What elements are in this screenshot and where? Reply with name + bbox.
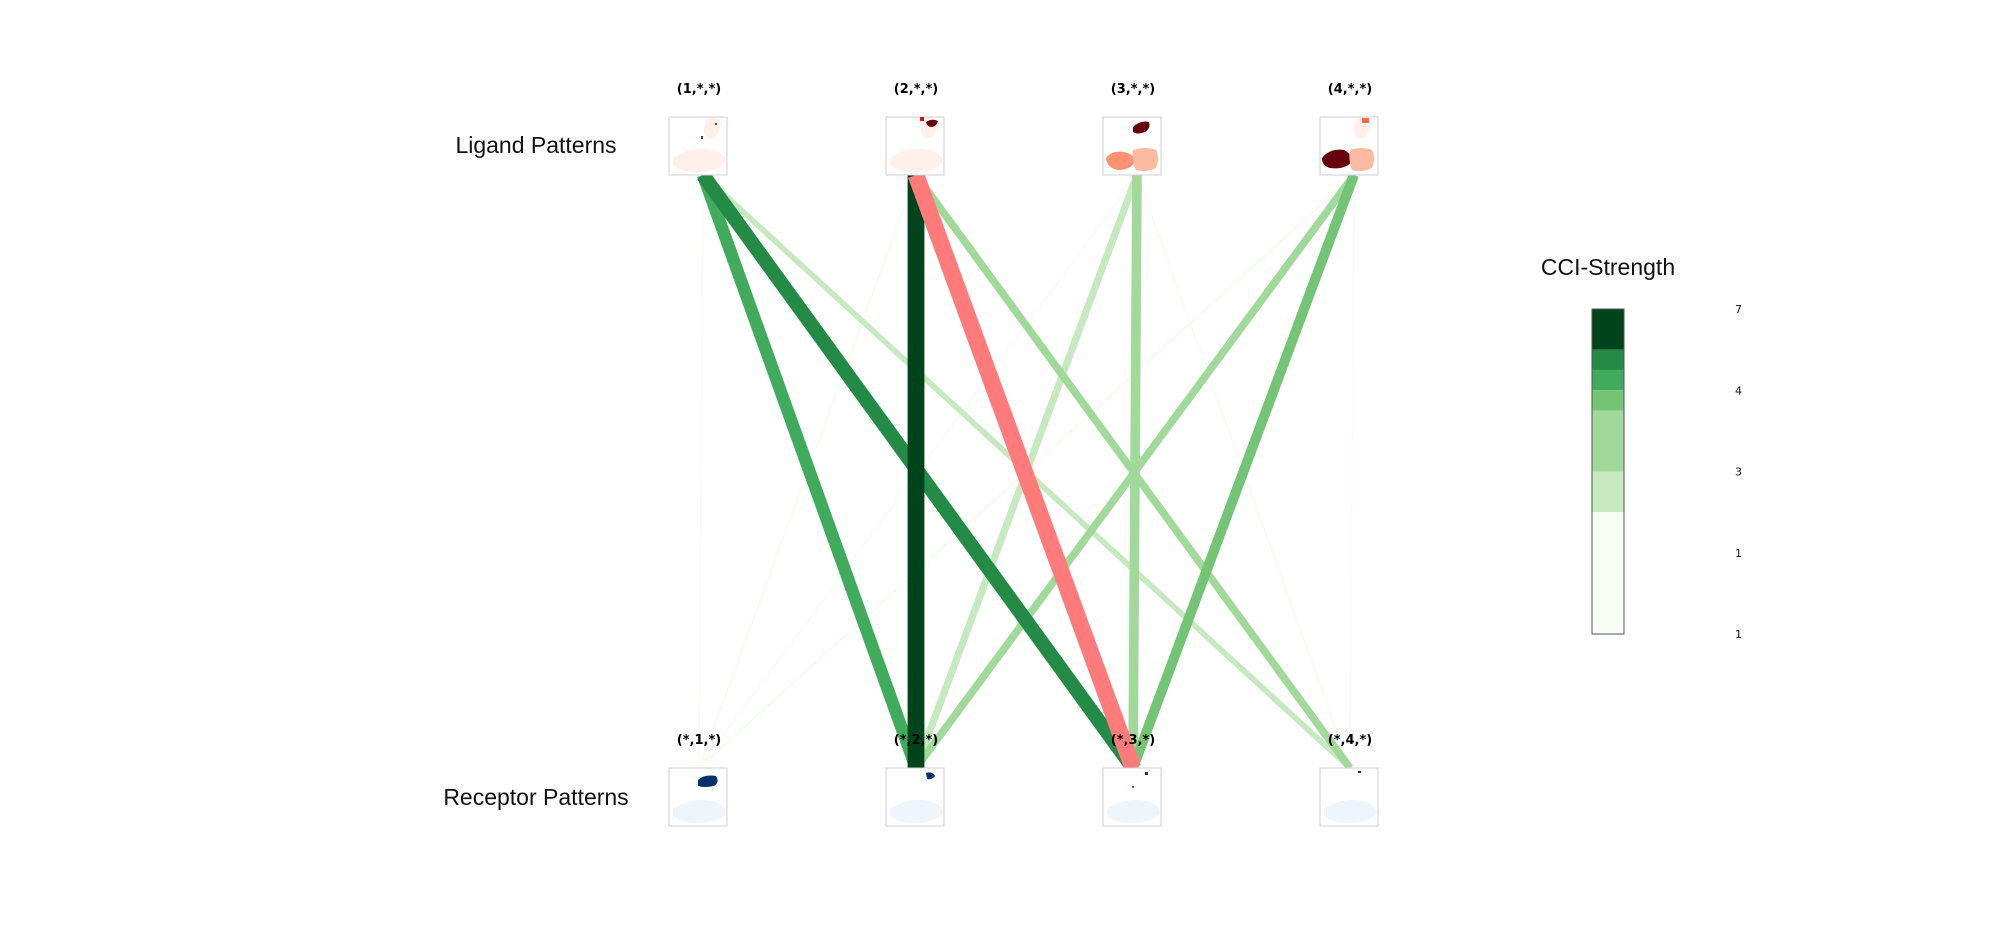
ligand-spot-map-2 (885, 116, 945, 176)
ligand-node-4[interactable]: (4,*,*) (1319, 82, 1379, 176)
legend-tick-label: 7 (1735, 303, 1742, 316)
ligand-node-label: (1,*,*) (677, 82, 721, 97)
edge-4-to-3 (1128, 173, 1359, 770)
ligand-node-label: (2,*,*) (894, 82, 938, 97)
legend-ticks: 7 4 3 1 1 (1735, 303, 1742, 641)
receptor-spot-map-4 (1319, 767, 1379, 827)
receptor-node-label: (*,1,*) (677, 733, 721, 748)
receptor-spot-map-3 (1102, 767, 1162, 827)
ligand-nodes: (1,*,*) (2,*,*) (3,*,*) (668, 82, 1379, 176)
ligand-node-label: (4,*,*) (1328, 82, 1372, 97)
receptor-node-2[interactable]: (*,2,*) (885, 733, 945, 827)
legend-band-4 (1592, 390, 1624, 411)
ligand-spot-map-3 (1102, 116, 1162, 176)
legend-bar-border (1591, 308, 1625, 635)
legend-tick-label: 1 (1735, 628, 1742, 641)
ligand-spot-map-4 (1319, 116, 1379, 176)
legend-band-5 (1592, 410, 1624, 472)
receptor-nodes: (*,1,*) (*,2,*) (*,3,*) (668, 733, 1379, 827)
receptor-spot-map-2 (885, 767, 945, 827)
receptor-node-1[interactable]: (*,1,*) (668, 733, 728, 827)
legend-color-bar (1591, 308, 1625, 635)
ligand-node-1[interactable]: (1,*,*) (668, 82, 728, 176)
cci-strength-legend: CCI-Strength 7 4 3 1 1 (1541, 254, 1742, 641)
receptor-node-label: (*,2,*) (894, 733, 938, 748)
edge-layer (697, 170, 1359, 773)
edge-1-to-1 (698, 174, 704, 769)
legend-tick-label: 4 (1735, 384, 1742, 397)
edge-1-to-2 (697, 172, 922, 771)
ligand-row-label: Ligand Patterns (455, 132, 616, 158)
ligand-spot-map-1 (668, 116, 728, 176)
legend-title: CCI-Strength (1541, 254, 1675, 280)
legend-band-6 (1592, 471, 1624, 513)
ligand-node-2[interactable]: (2,*,*) (885, 82, 945, 176)
receptor-node-4[interactable]: (*,4,*) (1319, 733, 1379, 827)
legend-tick-label: 1 (1735, 547, 1742, 560)
receptor-node-label: (*,3,*) (1111, 733, 1155, 748)
legend-band-1 (1592, 309, 1624, 350)
receptor-row-label: Receptor Patterns (443, 784, 628, 810)
receptor-spot-map-1 (668, 767, 728, 827)
edge-2-to-3 (908, 172, 1141, 771)
receptor-node-label: (*,4,*) (1328, 733, 1372, 748)
edge-4-to-4 (1349, 174, 1355, 769)
receptor-node-3[interactable]: (*,3,*) (1102, 733, 1162, 827)
legend-tick-label: 3 (1735, 466, 1742, 479)
edge-3-to-3 (1128, 174, 1142, 769)
legend-band-3 (1592, 369, 1624, 391)
ligand-node-3[interactable]: (3,*,*) (1102, 82, 1162, 176)
legend-band-7 (1592, 512, 1624, 634)
ligand-node-label: (3,*,*) (1111, 82, 1155, 97)
legend-band-2 (1592, 349, 1624, 370)
